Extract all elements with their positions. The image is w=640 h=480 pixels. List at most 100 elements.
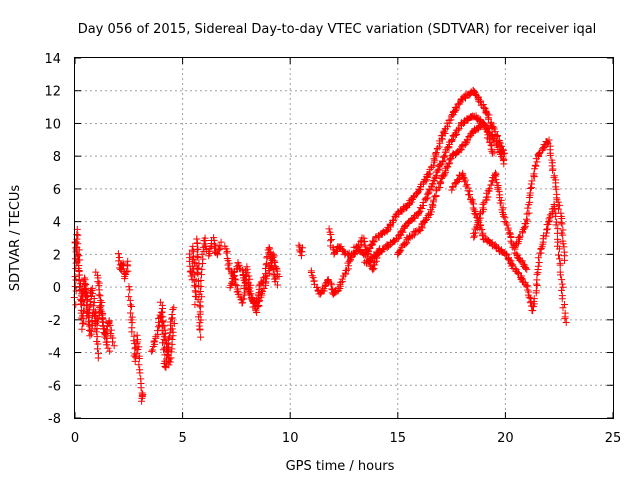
data-point (262, 278, 270, 286)
data-point (168, 336, 176, 344)
data-point (369, 238, 377, 246)
data-point (246, 291, 254, 299)
data-point (78, 325, 86, 333)
data-point (418, 204, 426, 212)
data-point (170, 320, 178, 328)
y-tick-label: 8 (53, 150, 61, 165)
data-point (266, 264, 274, 272)
data-point (272, 274, 280, 282)
data-point (103, 341, 111, 349)
data-point (562, 318, 570, 326)
data-point (265, 263, 273, 271)
data-point (95, 291, 103, 299)
data-point (76, 271, 84, 279)
data-point (124, 257, 132, 265)
data-point (83, 296, 91, 304)
data-point (445, 156, 453, 164)
data-point (136, 369, 144, 377)
data-point (80, 319, 88, 327)
data-point (463, 181, 471, 189)
data-point (480, 206, 488, 214)
data-point (92, 328, 100, 336)
data-point (225, 259, 233, 267)
data-point (165, 361, 173, 369)
data-point (530, 170, 538, 178)
data-point (197, 276, 205, 284)
data-point (87, 301, 95, 309)
data-point (488, 177, 496, 185)
data-point (429, 202, 437, 210)
data-point (549, 166, 557, 174)
data-point (425, 170, 433, 178)
data-point (457, 96, 465, 104)
data-point (378, 246, 386, 254)
y-axis-label: SDTVAR / TECUs (8, 185, 23, 292)
grid (75, 58, 613, 418)
data-point (434, 166, 442, 174)
data-point (396, 247, 404, 255)
data-point (431, 156, 439, 164)
data-point (558, 286, 566, 294)
data-point (469, 87, 477, 95)
data-point (448, 135, 456, 143)
data-point (86, 332, 94, 340)
data-point (244, 287, 252, 295)
data-point (138, 394, 146, 402)
data-point (121, 275, 129, 283)
y-tick-label: 12 (44, 85, 61, 100)
data-point (452, 179, 460, 187)
data-point (552, 185, 560, 193)
data-point (161, 337, 169, 345)
data-point (436, 178, 444, 186)
data-point (223, 247, 231, 255)
data-point (217, 238, 225, 246)
data-point (130, 337, 138, 345)
data-point (553, 229, 561, 237)
data-point (213, 249, 221, 257)
data-point (170, 304, 178, 312)
data-point (149, 346, 157, 354)
data-point (148, 347, 156, 355)
tick-labels: 0 5 10 15 20 25 -8 -6 -4 -2 0 2 4 6 8 10 12 14 (44, 52, 621, 446)
data-point (535, 149, 543, 157)
data-point (246, 275, 254, 283)
data-point (559, 231, 567, 239)
data-point (77, 297, 85, 305)
data-point (556, 255, 564, 263)
data-point (399, 228, 407, 236)
data-point (430, 161, 438, 169)
data-point (500, 160, 508, 168)
data-point (495, 187, 503, 195)
data-point (235, 261, 243, 269)
data-point (478, 232, 486, 240)
data-point (439, 157, 447, 165)
data-point (487, 181, 495, 189)
data-point (77, 300, 85, 308)
y-tick-label: 10 (44, 117, 61, 132)
data-point (135, 355, 143, 363)
data-point (269, 253, 277, 261)
x-tick-label: 25 (605, 431, 622, 446)
data-point (93, 333, 101, 341)
data-point (555, 245, 563, 253)
data-point (545, 215, 553, 223)
data-point (125, 293, 133, 301)
data-point (241, 279, 249, 287)
data-point (461, 176, 469, 184)
data-point (197, 283, 205, 291)
data-point (552, 221, 560, 229)
data-point (500, 212, 508, 220)
data-point (478, 225, 486, 233)
data-point (192, 259, 200, 267)
data-point (534, 254, 542, 262)
data-point (265, 269, 273, 277)
data-point (559, 283, 567, 291)
data-point (131, 357, 139, 365)
data-point (441, 152, 449, 160)
data-point (126, 309, 134, 317)
data-point (444, 123, 452, 131)
data-point (307, 268, 315, 276)
data-point (325, 225, 333, 233)
data-point (168, 310, 176, 318)
data-point (150, 338, 158, 346)
